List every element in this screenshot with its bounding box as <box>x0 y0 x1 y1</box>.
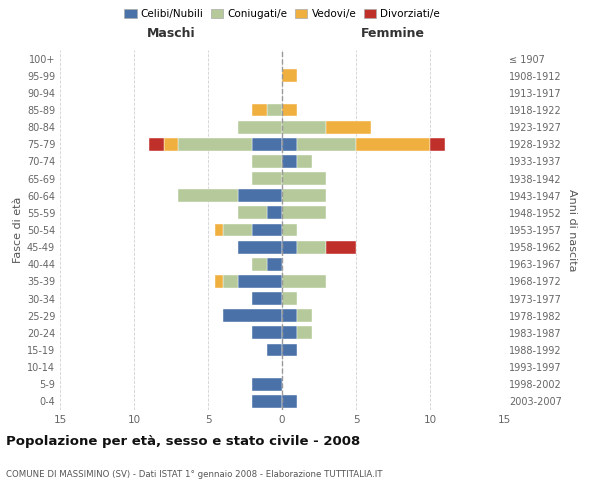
Bar <box>326 120 371 134</box>
Bar <box>282 310 297 322</box>
Bar <box>282 395 297 408</box>
Text: Maschi: Maschi <box>146 26 196 40</box>
Bar <box>297 240 326 254</box>
Bar <box>253 224 282 236</box>
Bar <box>223 310 282 322</box>
Bar <box>267 344 282 356</box>
Bar <box>164 138 178 150</box>
Bar <box>282 344 297 356</box>
Bar <box>253 138 282 150</box>
Bar <box>326 240 356 254</box>
Bar <box>238 190 282 202</box>
Bar <box>282 190 326 202</box>
Bar <box>215 275 223 288</box>
Bar <box>282 155 297 168</box>
Bar <box>282 104 297 117</box>
Bar <box>282 224 297 236</box>
Bar <box>282 326 297 340</box>
Bar <box>253 155 282 168</box>
Bar <box>297 155 311 168</box>
Y-axis label: Fasce di età: Fasce di età <box>13 197 23 263</box>
Bar <box>149 138 164 150</box>
Bar <box>238 206 267 220</box>
Bar <box>253 172 282 185</box>
Text: Femmine: Femmine <box>361 26 425 40</box>
Bar <box>297 310 311 322</box>
Bar <box>282 138 297 150</box>
Bar <box>267 258 282 270</box>
Bar <box>430 138 445 150</box>
Bar <box>282 240 297 254</box>
Bar <box>282 206 326 220</box>
Bar <box>297 138 356 150</box>
Legend: Celibi/Nubili, Coniugati/e, Vedovi/e, Divorziati/e: Celibi/Nubili, Coniugati/e, Vedovi/e, Di… <box>120 5 444 23</box>
Text: COMUNE DI MASSIMINO (SV) - Dati ISTAT 1° gennaio 2008 - Elaborazione TUTTITALIA.: COMUNE DI MASSIMINO (SV) - Dati ISTAT 1°… <box>6 470 383 479</box>
Bar <box>253 326 282 340</box>
Bar <box>356 138 430 150</box>
Bar <box>215 224 223 236</box>
Text: Popolazione per età, sesso e stato civile - 2008: Popolazione per età, sesso e stato civil… <box>6 435 360 448</box>
Bar <box>267 104 282 117</box>
Bar <box>238 240 282 254</box>
Bar <box>238 275 282 288</box>
Bar <box>223 224 253 236</box>
Bar <box>297 326 311 340</box>
Bar <box>282 120 326 134</box>
Bar <box>178 138 253 150</box>
Bar <box>253 104 267 117</box>
Bar <box>282 275 326 288</box>
Bar <box>253 258 267 270</box>
Bar <box>253 292 282 305</box>
Bar <box>282 70 297 82</box>
Y-axis label: Anni di nascita: Anni di nascita <box>567 188 577 271</box>
Bar <box>253 378 282 390</box>
Bar <box>223 275 238 288</box>
Bar <box>282 292 297 305</box>
Bar <box>238 120 282 134</box>
Bar <box>267 206 282 220</box>
Bar <box>178 190 238 202</box>
Bar <box>253 395 282 408</box>
Bar <box>282 172 326 185</box>
